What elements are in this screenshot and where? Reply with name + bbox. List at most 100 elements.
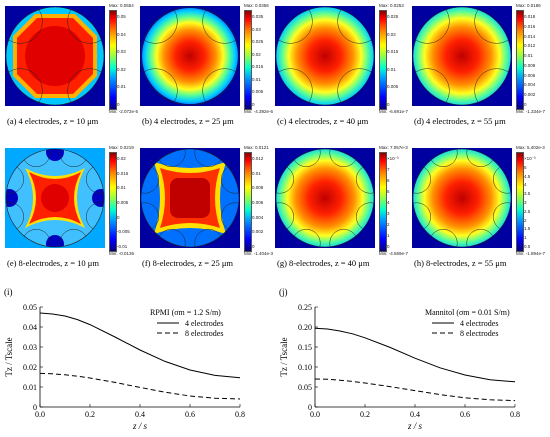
colorbar <box>516 10 524 110</box>
colorbar-tick-label: 0.002 <box>524 92 536 98</box>
colorbar-max-label: Max: 0.0253 <box>379 3 404 8</box>
colorbar-tick-label: 0.01 <box>117 185 126 191</box>
y-tick-label: 0.05 <box>298 383 312 392</box>
y-tick-label: 0.01 <box>23 383 37 392</box>
colorbar-tick-label: 0 <box>387 244 390 249</box>
colorbar-tick-label: 0.01 <box>524 53 533 59</box>
y-tick-label: 0.03 <box>23 343 37 352</box>
heatmap-image <box>140 148 240 248</box>
y-tick-label: 0.05 <box>23 303 37 312</box>
colorbar-tick-label: -0.005 <box>117 229 130 235</box>
heatmap-panel: Max: 0.0356 Min: -4.392e-6 0.035 0.03 0.025 0… <box>140 3 275 136</box>
heatmap-panel: Max: 0.0253 Min: -6.691e-7 0.025 0.02 0.015 0… <box>275 3 410 136</box>
colorbar-tick-label: 0.02 <box>387 31 396 37</box>
heatmap-panel: Max: 0.0219 Min: -0.0136 0.02 0.015 0.01 0.00… <box>5 145 140 278</box>
colorbar-tick-label: 1 <box>524 235 527 241</box>
legend-entry: 4 electrodes <box>460 319 498 328</box>
colorbar-tick-label: 0.02 <box>117 66 126 72</box>
colorbar-max-label: Max: 0.0554 <box>109 3 134 8</box>
colorbar-tick-label: 0.015 <box>387 49 399 55</box>
colorbar-tick-label: 0.01 <box>252 170 261 176</box>
colorbar-min-label: Min: -6.691e-7 <box>379 109 409 114</box>
colorbar-tick-label: 0 <box>524 102 527 107</box>
colorbar-tick-label: 0.018 <box>524 14 536 19</box>
y-tick-label: 0.20 <box>298 323 312 332</box>
y-tick-label: 0.15 <box>298 343 312 352</box>
panel-caption: (c) 4 electrodes, z = 40 μm <box>277 116 369 126</box>
colorbar-tick-label: 0.016 <box>524 23 536 29</box>
colorbar-tick-label: 0.05 <box>117 14 126 19</box>
heatmap-image <box>275 148 375 248</box>
line-plots: (i) 0 0.01 0.02 0.03 0.04 0.05 0.0 0.2 0.4 0.6 0.8 z… <box>4 287 520 431</box>
colorbar-tick-label: 0.012 <box>524 43 536 49</box>
colorbar-tick-label: 0.002 <box>252 229 264 235</box>
heatmap-panel: Max: 5.402e-3 Min: -1.894e-7 ×10⁻³ 5 4.5 4 3.5… <box>412 145 547 278</box>
y-axis-label: Tz / Tscale <box>4 337 14 376</box>
x-tick-label: 0.0 <box>310 410 320 419</box>
series-line-1 <box>314 378 516 402</box>
x-tick-label: 0.0 <box>35 410 45 419</box>
colorbar-min-label: Min: -1.334e-7 <box>516 109 546 114</box>
colorbar-tick-label: 0 <box>252 244 255 249</box>
colorbar-tick-label: 4.5 <box>524 173 531 179</box>
colorbar-tick-label: 0.015 <box>117 170 129 176</box>
colorbar-tick-label: 2 <box>387 222 390 227</box>
colorbar-tick-label: 3.5 <box>524 191 531 197</box>
y-tick-label: 0.10 <box>298 363 312 372</box>
colorbar-tick-label: 2.5 <box>524 208 531 214</box>
heatmap-image <box>5 148 105 248</box>
colorbar-tick-label: 0.004 <box>524 82 536 88</box>
heatmap-image <box>140 6 240 106</box>
colorbar-tick-label: 0.008 <box>252 185 264 191</box>
colorbar-tick-label: 0.02 <box>117 156 126 161</box>
panel-caption: (h) 8-electrodes, z = 55 μm <box>414 258 507 268</box>
colorbar-max-label: Max: 0.0121 <box>244 145 269 150</box>
colorbar-tick-label: 0.025 <box>387 14 399 19</box>
series-line-1 <box>39 372 241 400</box>
colorbar <box>109 152 117 252</box>
colorbar-tick-label: 6 <box>387 178 390 183</box>
panel-caption: (b) 4 electrodes, z = 25 μm <box>142 116 234 126</box>
colorbar <box>379 152 387 252</box>
colorbar-tick-label: ×10⁻³ <box>387 156 399 161</box>
x-tick-label: 0.8 <box>510 410 520 419</box>
colorbar <box>109 10 117 110</box>
colorbar <box>244 152 252 252</box>
series-line-0 <box>314 327 516 383</box>
line-plot-1: (j) 0 0.05 0.10 0.15 0.20 0.25 0.0 0.2 0.4 0.6 0.8 z… <box>279 287 520 431</box>
heatmap-panel: Max: 0.0186 Min: -1.334e-7 0.018 0.016 0.014… <box>412 3 547 136</box>
legend-entry: 8 electrodes <box>185 329 223 338</box>
colorbar-tick-label: 1.5 <box>524 226 531 232</box>
x-tick-label: 0.4 <box>135 410 145 419</box>
colorbar-tick-label: 0.006 <box>252 200 264 205</box>
plot-letter: (j) <box>279 287 288 297</box>
heatmap-image <box>412 6 512 106</box>
heatmap-image <box>412 148 512 248</box>
plot-letter: (i) <box>4 287 13 297</box>
series-line-0 <box>39 312 241 379</box>
colorbar-tick-label: 0.005 <box>117 200 129 205</box>
x-tick-label: 0.6 <box>185 410 195 419</box>
y-axis-label: Tz / Tscale <box>279 337 289 376</box>
colorbar-tick-label: 0 <box>117 102 120 107</box>
colorbar-tick-label: 3 <box>387 211 390 216</box>
y-tick-label: 0.04 <box>23 323 37 332</box>
panel-caption: (e) 8-electrodes, z = 10 μm <box>7 258 99 268</box>
colorbar-tick-label: 0.025 <box>252 39 264 45</box>
line-plot-0: (i) 0 0.01 0.02 0.03 0.04 0.05 0.0 0.2 0.4 0.6 0.8 z… <box>4 287 245 431</box>
colorbar-tick-label: 5 <box>524 164 527 170</box>
y-tick-label: 0.02 <box>23 363 37 372</box>
colorbar-tick-label: 0.012 <box>252 156 264 161</box>
heatmap-panel: Max: 0.0121 Min: -1.404e-3 0.012 0.01 0.008 0… <box>140 145 275 278</box>
x-tick-label: 0.2 <box>85 410 95 419</box>
legend-entry: 4 electrodes <box>185 319 223 328</box>
colorbar-tick-label: 0.04 <box>117 31 126 37</box>
heatmap-image <box>5 6 105 106</box>
x-tick-label: 0.2 <box>360 410 370 419</box>
colorbar-tick-label: 0.014 <box>524 33 536 39</box>
colorbar-tick-label: 0.02 <box>252 51 261 57</box>
panel-caption: (f) 8-electrodes, z = 25 μm <box>142 258 234 268</box>
colorbar-tick-label: 0.005 <box>387 84 399 90</box>
y-tick-label: 0.25 <box>298 303 312 312</box>
colorbar-tick-label: 0.5 <box>524 244 531 249</box>
